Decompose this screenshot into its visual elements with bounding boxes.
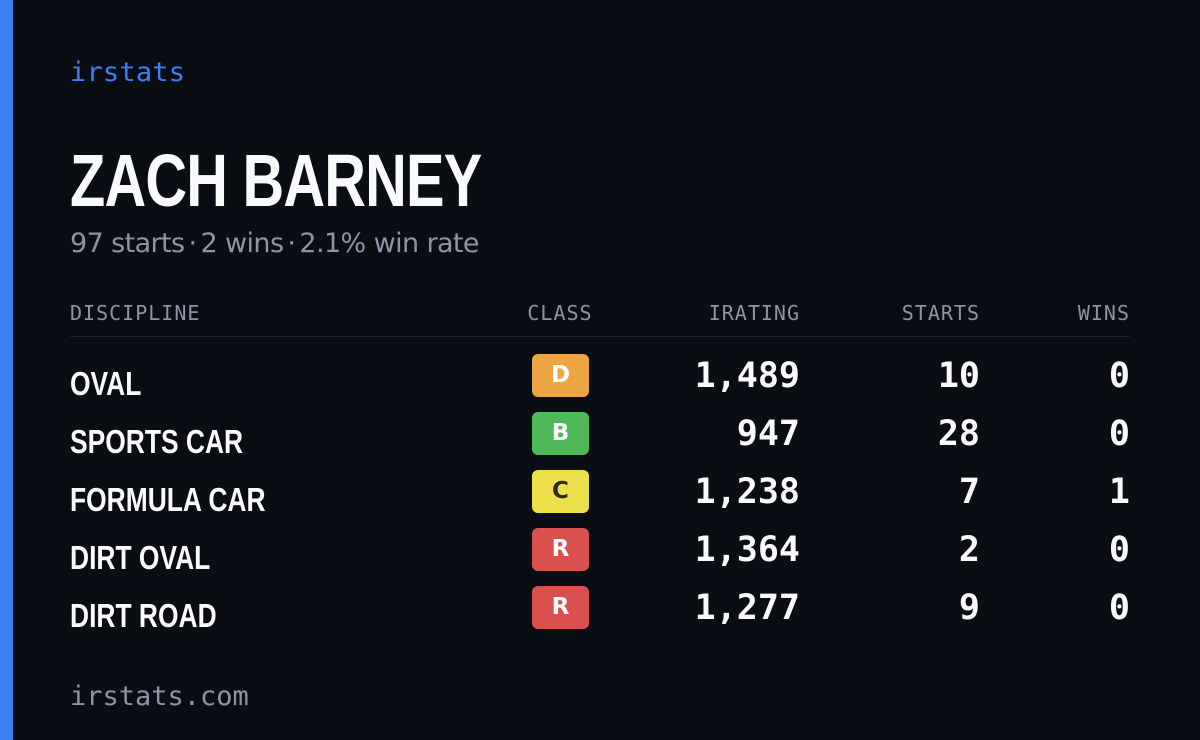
driver-name: ZACH BARNEY (70, 139, 482, 222)
header-irating: IRATING (708, 301, 800, 325)
starts-value: 7 (958, 472, 980, 512)
driver-summary: 97 starts · 2 wins · 2.1% win rate (70, 226, 480, 262)
table-header: DISCIPLINE CLASS IRATING STARTS WINS (70, 296, 1130, 337)
class-badge: B (532, 412, 589, 455)
footer-url[interactable]: irstats.com (70, 681, 249, 712)
discipline-name: DIRT OVAL (70, 539, 211, 576)
wins-value: 0 (1108, 414, 1130, 454)
wins-value: 1 (1108, 472, 1130, 512)
class-badge: D (532, 354, 589, 397)
header-starts: STARTS (901, 301, 980, 325)
starts-value: 2 (958, 530, 980, 570)
starts-value: 28 (937, 414, 980, 454)
license-table: DISCIPLINE CLASS IRATING STARTS WINS OVA… (70, 296, 1130, 634)
wins-value: 0 (1108, 530, 1130, 570)
irating-value: 1,277 (694, 588, 800, 628)
header-wins: WINS (1077, 301, 1130, 325)
brand-logo-text[interactable]: irstats (70, 57, 186, 88)
table-row: FORMULA CAR C 1,238 7 1 (70, 470, 1130, 528)
summary-win-rate: 2.1% win rate (299, 228, 479, 259)
header-discipline: DISCIPLINE (70, 301, 201, 325)
wins-value: 0 (1108, 588, 1130, 628)
irating-value: 1,489 (694, 356, 800, 396)
discipline-name: DIRT ROAD (70, 597, 217, 634)
summary-starts: 97 starts (70, 228, 185, 259)
class-badge: R (532, 586, 589, 629)
discipline-name: FORMULA CAR (70, 481, 266, 518)
table-row: SPORTS CAR B 947 28 0 (70, 412, 1130, 470)
irating-value: 1,238 (694, 472, 800, 512)
table-row: DIRT OVAL R 1,364 2 0 (70, 528, 1130, 586)
irating-value: 1,364 (694, 530, 800, 570)
starts-value: 9 (958, 588, 980, 628)
table-row: DIRT ROAD R 1,277 9 0 (70, 586, 1130, 644)
header-class: CLASS (527, 301, 593, 325)
wins-value: 0 (1108, 356, 1130, 396)
class-badge: C (532, 470, 589, 513)
class-badge: R (532, 528, 589, 571)
table-row: OVAL D 1,489 10 0 (70, 354, 1130, 412)
summary-wins: 2 wins (200, 228, 284, 259)
starts-value: 10 (937, 356, 980, 396)
irating-value: 947 (736, 414, 800, 454)
discipline-name: OVAL (70, 365, 142, 402)
summary-separator: · (188, 228, 198, 259)
accent-bar (0, 0, 13, 740)
discipline-name: SPORTS CAR (70, 423, 244, 460)
summary-separator: · (287, 228, 296, 259)
